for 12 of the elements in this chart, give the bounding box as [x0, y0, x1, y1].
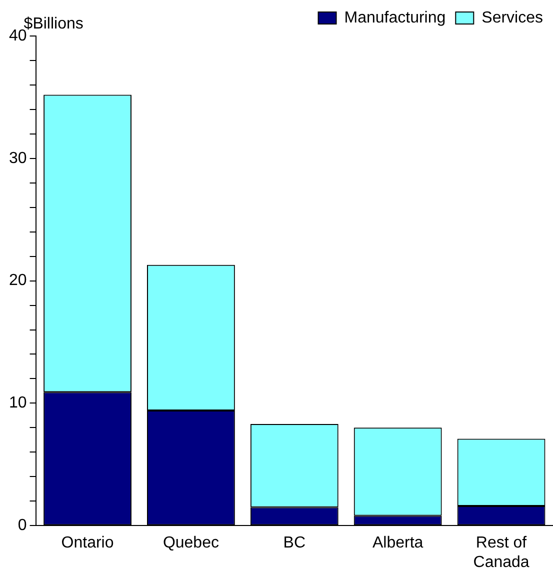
- x-tick-label: Ontario: [61, 534, 114, 552]
- y-tick-label: 40: [9, 27, 27, 44]
- y-tick-label: 0: [18, 517, 27, 534]
- x-tick-label: BC: [283, 534, 306, 552]
- x-tick-label: Alberta: [372, 534, 424, 552]
- legend-label: Services: [482, 9, 544, 26]
- x-tick-label: Rest of Canada: [473, 534, 530, 571]
- legend-label: Manufacturing: [344, 9, 446, 26]
- y-tick-label: 30: [9, 150, 27, 167]
- x-tick-label: Quebec: [162, 534, 219, 552]
- y-tick-label: 10: [9, 394, 27, 412]
- y-tick-label: 20: [9, 272, 27, 290]
